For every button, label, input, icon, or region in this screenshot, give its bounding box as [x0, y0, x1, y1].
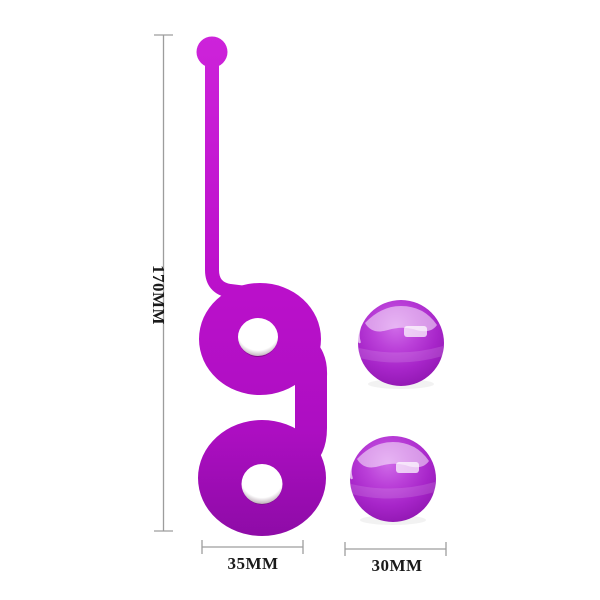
kegel-exerciser: [196, 36, 328, 536]
dimension-lines: [154, 34, 447, 556]
height-dimension-label: 170MM: [149, 264, 168, 326]
exerciser-width-dimension-line: [201, 540, 304, 554]
ball-diameter-dimension-label: 30MM: [371, 556, 423, 575]
kegel-ball-top: [356, 298, 446, 391]
lower-ring: [198, 420, 326, 536]
exerciser-width-dimension-label: 35MM: [227, 554, 279, 573]
upper-ring: [199, 282, 322, 396]
ball-diameter-dimension-line: [344, 542, 447, 556]
upper-ring-hole-shadow: [238, 317, 278, 357]
lower-ring-hole-shadow: [241, 463, 283, 505]
handle-stem: [205, 53, 261, 301]
kegel-ball-bottom: [348, 434, 438, 527]
height-dimension-line: [154, 34, 173, 532]
handle-tip-ball: [196, 36, 228, 68]
